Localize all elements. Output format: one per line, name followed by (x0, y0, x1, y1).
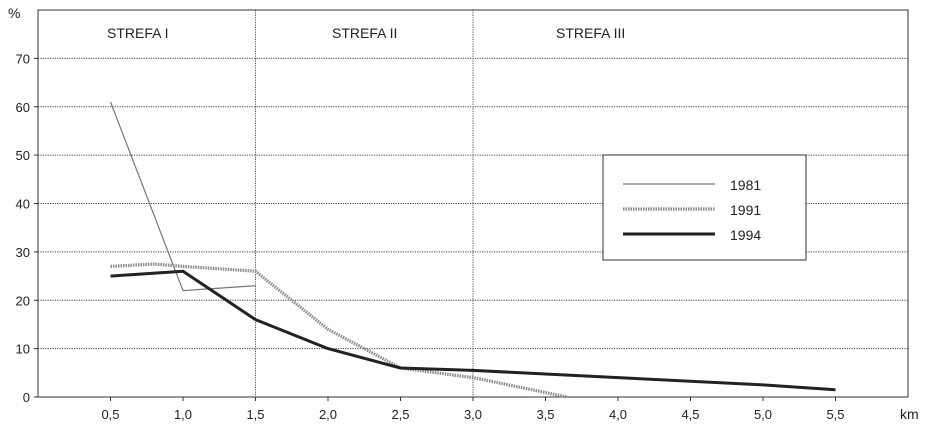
zone-labels: STREFA I STREFA II STREFA III (107, 25, 625, 41)
y-tick-label: 20 (16, 293, 30, 308)
x-axis-label: km (900, 406, 919, 422)
series-line-1981 (109, 101, 256, 292)
zone-label: STREFA III (556, 25, 625, 41)
x-tick-label: 1,0 (174, 407, 192, 422)
y-tick-label: 0 (23, 390, 30, 405)
legend-label: 1981 (730, 177, 761, 193)
zone-label: STREFA I (107, 25, 168, 41)
series-layer (109, 101, 836, 399)
legend: 1981 1991 1994 (602, 154, 807, 261)
y-tick-label: 10 (16, 342, 30, 357)
y-tick-label: 40 (16, 197, 30, 212)
legend-label: 1994 (730, 227, 761, 243)
series-line-1991 (110, 262, 568, 399)
x-tick-label: 5,0 (754, 407, 772, 422)
x-tick-label: 3,0 (464, 407, 482, 422)
x-tick-label: 0,5 (101, 407, 119, 422)
y-tick-label: 60 (16, 100, 30, 115)
x-tick-label: 1,5 (246, 407, 264, 422)
y-tick-label: 30 (16, 245, 30, 260)
x-tick-label: 4,0 (609, 407, 627, 422)
x-tick-label: 2,0 (319, 407, 337, 422)
y-tick-label: 70 (16, 51, 30, 66)
x-tick-label: 4,5 (681, 407, 699, 422)
y-axis-label: % (8, 5, 20, 21)
series-line-1994 (110, 269, 836, 392)
zone-label: STREFA II (332, 25, 397, 41)
x-tick-label: 3,5 (536, 407, 554, 422)
legend-label: 1991 (730, 202, 761, 218)
y-tick-label: 50 (16, 148, 30, 163)
x-tick-label: 2,5 (391, 407, 409, 422)
x-tick-label: 5,5 (826, 407, 844, 422)
axes: 0 10 20 30 40 50 60 70% 0,5 1,0 1,5 2,0 2,5 3,0 3,5 4,0… (8, 5, 919, 422)
